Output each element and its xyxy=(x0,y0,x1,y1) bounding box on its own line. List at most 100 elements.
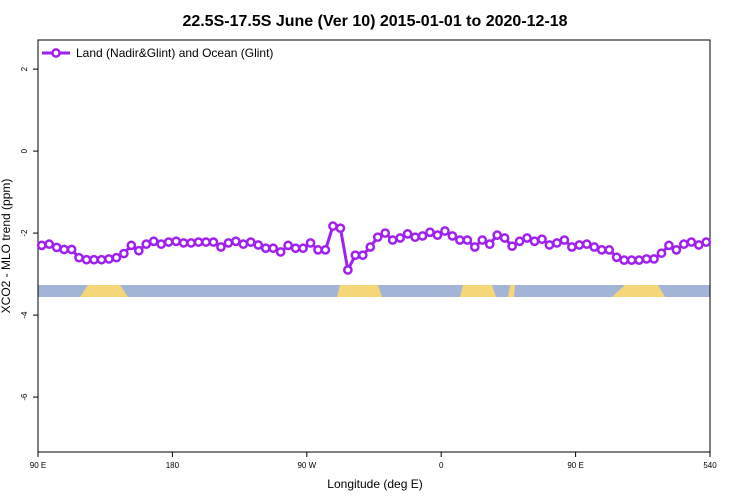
data-point xyxy=(313,245,323,255)
data-point xyxy=(507,241,517,252)
data-point xyxy=(469,242,480,252)
data-point xyxy=(447,231,458,241)
data-point xyxy=(649,254,659,264)
data-point xyxy=(231,236,241,247)
data-point xyxy=(380,228,391,238)
legend-label: Land (Nadir&Glint) and Ocean (Glint) xyxy=(76,46,273,60)
data-point xyxy=(372,232,383,243)
data-point xyxy=(59,244,69,255)
x-axis-label: Longitude (deg E) xyxy=(327,477,422,491)
y-tick-label: 0 xyxy=(20,148,29,153)
data-point xyxy=(626,255,637,265)
data-point xyxy=(440,226,450,236)
data-point xyxy=(634,255,644,265)
data-point xyxy=(559,235,570,245)
data-point xyxy=(492,230,503,240)
data-point xyxy=(223,238,234,248)
data-point xyxy=(395,233,405,243)
data-point xyxy=(402,229,413,239)
data-point xyxy=(298,243,308,254)
x-tick-label: 90 W xyxy=(297,461,316,470)
x-tick-label: 180 xyxy=(166,461,180,470)
data-point xyxy=(268,243,279,254)
data-point xyxy=(245,237,256,247)
data-point xyxy=(36,240,47,251)
data-point xyxy=(156,239,167,250)
data-point xyxy=(619,255,629,265)
data-point xyxy=(417,231,428,241)
y-tick-label: -2 xyxy=(20,229,29,237)
data-point xyxy=(499,233,510,243)
data-point xyxy=(522,233,532,243)
data-point xyxy=(328,221,338,231)
data-point xyxy=(701,237,712,247)
y-tick-label: 2 xyxy=(20,66,29,71)
y-tick-label: -6 xyxy=(20,393,29,401)
data-point xyxy=(387,235,398,245)
data-point xyxy=(343,265,353,275)
data-point xyxy=(544,240,555,250)
data-point xyxy=(596,245,607,255)
data-point xyxy=(141,239,152,250)
data-point xyxy=(350,250,361,261)
data-point xyxy=(186,238,196,248)
data-point xyxy=(679,239,689,250)
data-point xyxy=(484,239,495,250)
data-point xyxy=(171,236,181,247)
data-point xyxy=(133,245,144,256)
data-point xyxy=(51,242,62,253)
data-point xyxy=(163,237,174,247)
data-point xyxy=(283,240,293,251)
x-tick-label: 90 E xyxy=(30,461,46,470)
x-tick-label: 0 xyxy=(439,461,444,470)
data-point xyxy=(275,247,286,257)
data-point xyxy=(671,245,682,255)
data-point xyxy=(305,238,316,248)
data-point xyxy=(357,250,368,261)
data-point xyxy=(514,236,525,247)
data-point xyxy=(238,239,249,250)
data-point xyxy=(44,239,55,250)
chart-title: 22.5S-17.5S June (Ver 10) 2015-01-01 to … xyxy=(182,13,567,30)
data-point xyxy=(178,238,189,248)
y-axis-label: XCO2 - MLO trend (ppm) xyxy=(0,179,13,314)
data-point xyxy=(552,238,562,248)
data-point xyxy=(604,245,615,255)
data-point xyxy=(74,252,84,263)
data-point xyxy=(290,243,301,254)
data-point xyxy=(260,243,271,254)
x-tick-label: 90 E xyxy=(567,461,583,470)
data-point xyxy=(216,242,226,252)
data-point xyxy=(581,239,592,250)
x-tick-label: 540 xyxy=(703,461,717,470)
data-point xyxy=(193,237,204,247)
data-point xyxy=(126,240,137,251)
data-point xyxy=(611,252,622,263)
data-point xyxy=(365,242,376,252)
data-point xyxy=(410,232,420,243)
data-point xyxy=(320,245,331,255)
data-point xyxy=(664,240,674,251)
data-point xyxy=(656,248,667,259)
data-point xyxy=(641,254,652,264)
data-point xyxy=(477,235,488,245)
data-point xyxy=(148,236,159,247)
data-point xyxy=(335,223,346,234)
data-point xyxy=(425,227,435,238)
data-point xyxy=(529,236,540,247)
data-point xyxy=(253,240,264,250)
data-point xyxy=(462,235,473,245)
data-point xyxy=(686,237,697,247)
data-point xyxy=(119,248,129,259)
data-point xyxy=(201,237,211,247)
y-tick-label: -4 xyxy=(20,311,29,319)
data-point xyxy=(455,235,465,245)
data-point xyxy=(66,244,77,255)
legend-marker xyxy=(51,48,61,58)
data-point xyxy=(574,240,585,250)
data-point xyxy=(693,240,704,250)
data-point xyxy=(537,234,547,245)
data-point xyxy=(432,230,443,240)
land-ocean-strip xyxy=(38,285,710,297)
